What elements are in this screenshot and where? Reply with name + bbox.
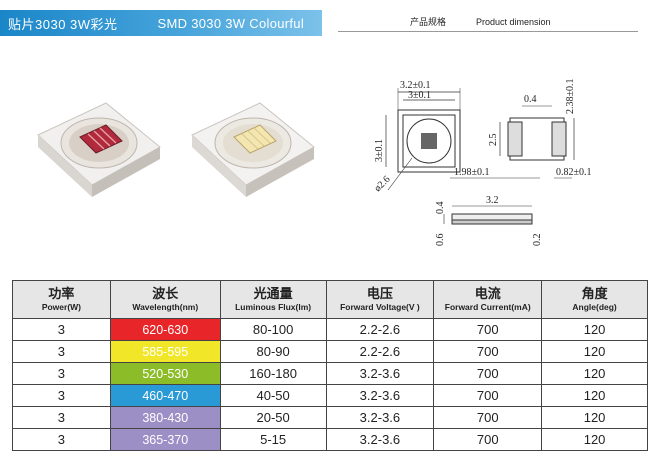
cell-wavelength: 380-430 [109,406,221,429]
dimension-header: 产品规格 Product dimension [338,12,638,32]
header-power: 功率 Power(W) [12,280,111,319]
cell-power: 3 [12,318,111,341]
cell-wavelength: 365-370 [109,428,221,451]
cell-flux: 20-50 [219,406,327,429]
cell-voltage: 3.2-3.6 [325,362,435,385]
header-flux: 光通量 Luminous Flux(lm) [219,280,327,319]
cell-angle: 120 [541,362,648,385]
dim-side-length: 3.2 [486,195,499,206]
cell-current: 700 [433,384,543,407]
cell-power: 3 [12,362,111,385]
dim-pad-width-left: 1.98±0.1 [454,167,490,178]
cell-power: 3 [12,384,111,407]
dim-side-thick-b: 0.6 [435,234,446,247]
table-row: 3 585-595 80-90 2.2-2.6 700 120 [12,340,648,363]
header-voltage: 电压 Forward Voltage(V ) [325,280,435,319]
dimension-drawing: 3.2±0.1 3±0.1 3±0.1 ø2.6 0.4 2.38±0.1 2.… [372,79,592,247]
spec-table-header: 功率 Power(W) 波长 Wavelength(nm) 光通量 Luminous … [12,280,648,319]
cell-current: 700 [433,340,543,363]
cell-flux: 80-90 [219,340,327,363]
dim-pad-width-right: 0.82±0.1 [556,167,592,178]
cell-flux: 160-180 [219,362,327,385]
header-angle: 角度 Angle(deg) [541,280,648,319]
header-current: 电流 Forward Current(mA) [433,280,543,319]
table-row: 3 365-370 5-15 3.2-3.6 700 120 [12,428,648,451]
cell-angle: 120 [541,340,648,363]
dim-inner-width: 3±0.1 [408,90,431,101]
cell-current: 700 [433,362,543,385]
table-row: 3 620-630 80-100 2.2-2.6 700 120 [12,318,648,341]
cell-power: 3 [12,340,111,363]
product-title-cn: 贴片3030 3W彩光 [8,16,118,32]
cell-voltage: 2.2-2.6 [325,340,435,363]
cell-angle: 120 [541,428,648,451]
dim-pad-height: 2.5 [488,134,499,147]
dim-diameter: ø2.6 [372,174,392,194]
led-photo-phosphor-chip [191,102,315,197]
cell-flux: 5-15 [219,428,327,451]
cell-wavelength: 620-630 [109,318,221,341]
dim-total-height: 2.38±0.1 [565,79,576,115]
cell-angle: 120 [541,384,648,407]
cell-voltage: 2.2-2.6 [325,318,435,341]
cell-voltage: 3.2-3.6 [325,406,435,429]
cell-current: 700 [433,318,543,341]
dim-side-height: 3±0.1 [374,139,385,162]
cell-angle: 120 [541,318,648,341]
cell-flux: 40-50 [219,384,327,407]
cell-power: 3 [12,428,111,451]
cell-voltage: 3.2-3.6 [325,428,435,451]
table-row: 3 460-470 40-50 3.2-3.6 700 120 [12,384,648,407]
dimension-header-en: Product dimension [476,16,551,27]
table-row: 3 520-530 160-180 3.2-3.6 700 120 [12,362,648,385]
cell-voltage: 3.2-3.6 [325,384,435,407]
dim-outer-width: 3.2±0.1 [400,80,431,91]
led-photo-red-chip [37,102,161,197]
cell-current: 700 [433,428,543,451]
cell-current: 700 [433,406,543,429]
product-title-banner: 贴片3030 3W彩光 SMD 3030 3W Colourful [0,10,322,36]
cell-wavelength: 585-595 [109,340,221,363]
cell-angle: 120 [541,406,648,429]
product-title-en: SMD 3030 3W Colourful [157,15,305,31]
cell-wavelength: 460-470 [109,384,221,407]
dim-side-thick-c: 0.2 [532,234,543,247]
table-row: 3 380-430 20-50 3.2-3.6 700 120 [12,406,648,429]
dim-side-thick-a: 0.4 [435,202,446,215]
cell-flux: 80-100 [219,318,327,341]
dimension-header-cn: 产品规格 [410,17,447,27]
header-wavelength: 波长 Wavelength(nm) [109,280,221,319]
dim-pad-gap: 0.4 [524,94,537,105]
cell-wavelength: 520-530 [109,362,221,385]
cell-power: 3 [12,406,111,429]
spec-table: 功率 Power(W) 波长 Wavelength(nm) 光通量 Luminous … [12,280,648,451]
